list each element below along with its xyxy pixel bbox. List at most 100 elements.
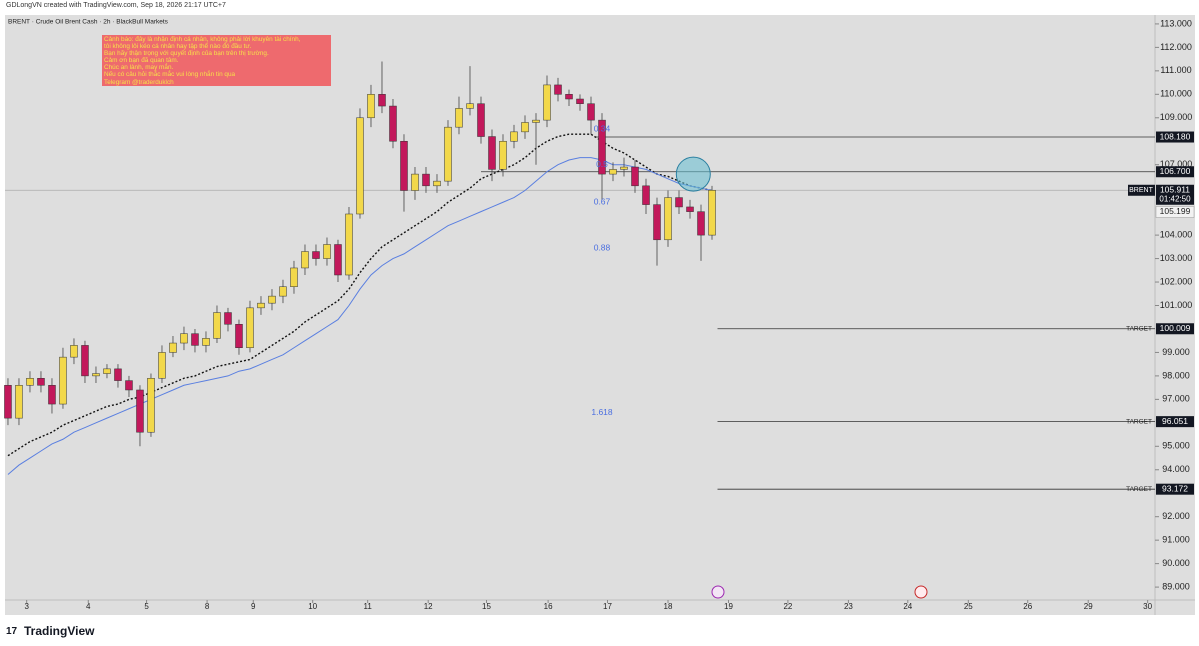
candle-body	[697, 211, 705, 236]
moving-average	[7, 133, 713, 457]
candle-body	[4, 385, 12, 419]
candle-body	[59, 356, 67, 405]
candle-body	[444, 126, 452, 182]
y-tick-label: 90.000	[1162, 558, 1190, 568]
y-tick-label: 91.000	[1162, 535, 1190, 545]
candle-body	[180, 333, 188, 344]
symbol-tag	[1128, 184, 1155, 196]
candle-body	[488, 136, 496, 170]
candle-body	[268, 295, 276, 304]
y-tick-label: 110.000	[1160, 89, 1192, 99]
level-tag	[1156, 131, 1194, 143]
candle-body	[378, 94, 386, 107]
chart-title: BRENT · Crude Oil Brent Cash · 2h · Blac…	[8, 19, 169, 26]
note-line: Chúc an lành, may mắn.	[104, 64, 174, 72]
countdown-label: 01:42:50	[1159, 194, 1191, 203]
candle-body	[301, 251, 309, 269]
fib-label: 0.5	[596, 159, 608, 169]
x-tick-label: 29	[1084, 602, 1093, 611]
x-tick-label: 23	[844, 602, 853, 611]
candle-body	[708, 190, 716, 236]
candle-body	[191, 333, 199, 346]
x-tick-label: 5	[144, 602, 149, 611]
candle-body	[81, 345, 89, 377]
level-tag	[1156, 323, 1194, 335]
x-tick-label: 15	[482, 602, 491, 611]
x-tick-label: 11	[364, 602, 373, 611]
fib-label: 0.67	[594, 196, 611, 206]
candle-body	[103, 368, 111, 374]
candle-body	[499, 140, 507, 170]
y-tick-label: 112.000	[1160, 42, 1192, 52]
note-line: Telegram @traderduklch	[104, 78, 174, 86]
highlight-circle	[675, 156, 711, 192]
candle-body	[114, 368, 122, 381]
candle-body	[15, 385, 23, 419]
candle-body	[554, 84, 562, 95]
x-tick-label: 19	[724, 602, 733, 611]
candle-body	[235, 324, 243, 348]
candle-body	[510, 131, 518, 142]
level-tag-label: 108.180	[1160, 131, 1191, 141]
candle-body	[598, 119, 606, 175]
x-tick-label: 22	[783, 602, 792, 611]
candle-body	[400, 140, 408, 191]
fib-label: 1.618	[591, 407, 613, 417]
y-tick-label: 94.000	[1162, 464, 1190, 474]
candle-body	[367, 94, 375, 119]
level-tag-label: 93.172	[1162, 483, 1188, 493]
fib-label: 0.88	[594, 242, 611, 252]
x-tick-label: 25	[964, 602, 973, 611]
y-tick-label: 113.000	[1160, 18, 1192, 28]
x-tick-label: 26	[1023, 602, 1032, 611]
candle-body	[202, 338, 210, 346]
level-tag-label: 106.700	[1160, 166, 1191, 176]
level-name: TARGET	[1126, 325, 1152, 332]
candle-body	[686, 206, 694, 212]
candle-body	[477, 103, 485, 137]
prev-price-tag	[1155, 206, 1195, 218]
candle-body	[653, 204, 661, 241]
level-tag-label: 100.009	[1160, 323, 1191, 333]
candle-body	[532, 119, 540, 123]
candle-body	[356, 117, 364, 215]
candle-body	[422, 173, 430, 187]
note-line: tôi không lôi kéo cá nhân hay tập thể nà…	[104, 43, 252, 51]
level-tag	[1156, 483, 1194, 495]
candle-body	[158, 352, 166, 379]
candle-body	[147, 377, 155, 433]
candle-body	[70, 345, 78, 358]
candle-body	[455, 108, 463, 128]
candle-body	[609, 169, 617, 175]
y-tick-label: 101.000	[1160, 300, 1193, 310]
candle-body	[433, 180, 441, 187]
candle-body	[279, 286, 287, 297]
y-tick-label: 99.000	[1162, 347, 1190, 357]
level-tag-label: 96.051	[1162, 416, 1188, 426]
x-tick-label: 17	[603, 602, 612, 611]
candle-body	[257, 302, 265, 309]
level-tag	[1156, 416, 1194, 428]
last-price-tag	[1156, 184, 1194, 205]
fib-label: 0.34	[594, 123, 611, 133]
prev-price-label: 105.199	[1160, 206, 1191, 216]
chart-background	[5, 15, 1195, 615]
note-box: Cảnh báo: đây là nhận định cá nhân, khôn…	[102, 35, 331, 86]
candle-body	[620, 166, 628, 170]
candle-body	[246, 307, 254, 348]
event-icon	[914, 585, 928, 599]
y-tick-label: 92.000	[1162, 511, 1190, 521]
level-tag	[1156, 166, 1194, 178]
candle-body	[213, 312, 221, 339]
y-tick-label: 95.000	[1162, 441, 1190, 451]
x-tick-label: 18	[664, 602, 673, 611]
note-line: Bạn hãy thận trọng với quyết định của bạ…	[104, 50, 269, 58]
candle-body	[664, 197, 672, 241]
candle-body	[466, 103, 474, 109]
x-tick-label: 4	[86, 602, 91, 611]
y-tick-label: 98.000	[1162, 370, 1190, 380]
y-tick-label: 104.000	[1160, 229, 1193, 239]
candle-body	[631, 166, 639, 187]
